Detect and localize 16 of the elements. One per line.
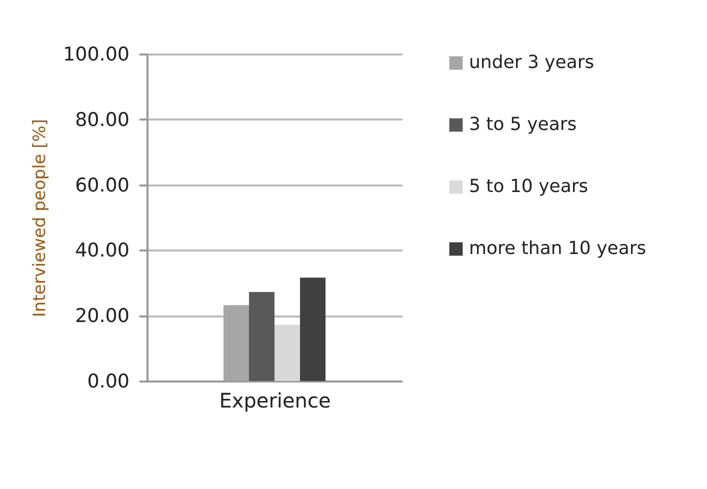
y-tick-label: 0.00: [87, 370, 130, 392]
bar: [224, 305, 249, 381]
bar: [300, 278, 326, 381]
y-tick-label: 20.00: [75, 305, 130, 328]
legend-label: more than 10 years: [469, 238, 646, 259]
legend-label: 5 to 10 years: [469, 176, 588, 197]
y-tick-label: 40.00: [75, 240, 130, 262]
bar: [249, 292, 274, 381]
legend-label: 3 to 5 years: [469, 114, 577, 135]
y-tick-label: 80.00: [75, 108, 130, 131]
bar: [274, 324, 300, 381]
y-axis-title: Interviewed people [%]: [30, 118, 50, 318]
x-axis-title: Experience: [219, 388, 331, 412]
legend-label: under 3 years: [469, 52, 594, 73]
y-tick-label: 100.00: [63, 44, 130, 66]
y-tick-label: 60.00: [75, 174, 130, 196]
